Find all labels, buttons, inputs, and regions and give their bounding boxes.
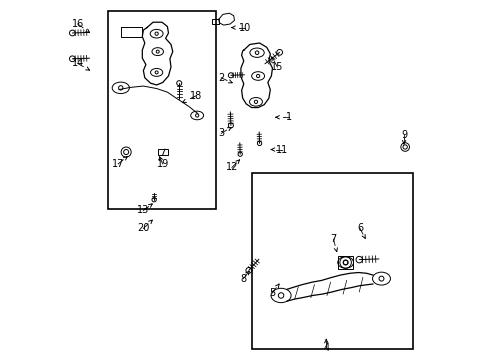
Bar <box>211 19 219 24</box>
Bar <box>338 256 352 269</box>
Text: 19: 19 <box>156 159 168 169</box>
Text: 12: 12 <box>225 162 238 172</box>
Text: 15: 15 <box>271 62 283 72</box>
Text: 16: 16 <box>71 19 84 29</box>
Text: 2: 2 <box>218 73 224 83</box>
Text: 4: 4 <box>323 343 328 353</box>
Text: 8: 8 <box>240 274 246 284</box>
Text: 7: 7 <box>329 234 336 244</box>
Text: 17: 17 <box>112 159 124 169</box>
Text: 11: 11 <box>275 144 288 154</box>
Text: 20: 20 <box>137 224 149 233</box>
Bar <box>158 149 167 155</box>
Text: 10: 10 <box>239 23 251 33</box>
Bar <box>251 173 412 348</box>
Text: 14: 14 <box>71 58 84 68</box>
Text: 18: 18 <box>189 91 202 101</box>
Bar <box>108 12 215 209</box>
Text: 6: 6 <box>356 224 362 233</box>
Text: 1: 1 <box>285 112 292 122</box>
Text: 5: 5 <box>269 288 275 298</box>
Text: 3: 3 <box>218 129 224 138</box>
Text: 13: 13 <box>137 206 149 216</box>
Text: 9: 9 <box>400 130 407 140</box>
